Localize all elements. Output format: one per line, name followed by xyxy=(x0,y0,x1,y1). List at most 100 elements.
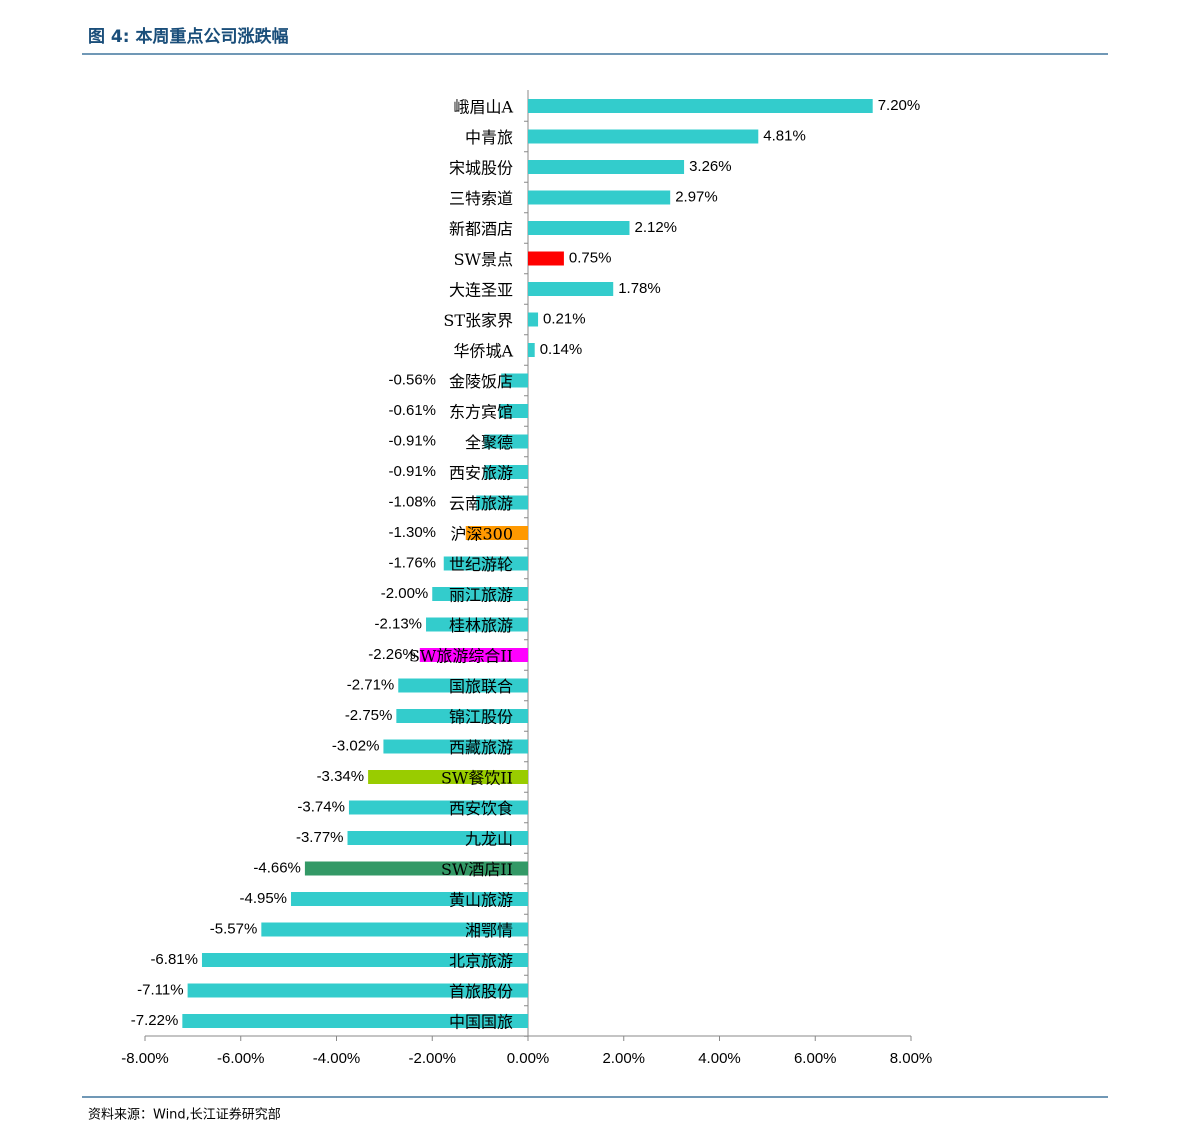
x-tick-label: 4.00% xyxy=(698,1050,741,1067)
category-label: 中青旅 xyxy=(465,128,513,147)
bar xyxy=(528,282,614,296)
bar xyxy=(368,770,528,784)
bar xyxy=(528,221,630,235)
bar xyxy=(501,373,528,388)
bar xyxy=(347,831,528,845)
x-tick-label: -4.00% xyxy=(313,1050,361,1067)
value-label: -3.74% xyxy=(297,798,345,815)
bar xyxy=(528,99,873,113)
category-label: 九龙山 xyxy=(465,830,513,849)
value-label: -1.30% xyxy=(388,524,436,541)
value-label: -0.61% xyxy=(388,402,436,419)
bar xyxy=(476,495,528,510)
category-label: 金陵饭店 xyxy=(449,372,513,391)
bar xyxy=(187,983,528,998)
category-label: 宋城股份 xyxy=(449,159,513,178)
labels: -8.00% -6.00% -4.00% -2.00% 0.00% 2.00% 4.00% 6… xyxy=(121,97,932,1067)
x-tick-label: 2.00% xyxy=(602,1050,645,1067)
value-label: -3.77% xyxy=(296,829,344,846)
value-label: 2.12% xyxy=(634,219,677,236)
x-tick-label: 0.00% xyxy=(507,1050,550,1067)
value-label: -7.11% xyxy=(137,981,183,998)
value-label: 1.78% xyxy=(618,280,661,297)
category-label: 黄山旅游 xyxy=(449,891,513,910)
bar xyxy=(484,465,528,479)
category-label: 大连圣亚 xyxy=(449,281,513,300)
value-label: -2.26% xyxy=(368,646,416,663)
category-label: SW旅游综合II xyxy=(409,647,513,666)
x-tick-label: -8.00% xyxy=(121,1050,169,1067)
category-label: 丽江旅游 xyxy=(449,586,513,605)
bar xyxy=(426,617,528,632)
value-label: -1.08% xyxy=(388,493,436,510)
value-label: -4.66% xyxy=(253,859,301,876)
source-note: 资料来源：Wind,长江证券研究部 xyxy=(88,1107,281,1123)
category-label: ST张家界 xyxy=(443,311,513,330)
category-label: 西安旅游 xyxy=(449,464,513,483)
category-label: 西安饮食 xyxy=(449,799,513,818)
value-label: 0.21% xyxy=(543,310,586,327)
value-label: 3.26% xyxy=(689,158,732,175)
bar xyxy=(182,1014,528,1028)
bar xyxy=(528,160,685,174)
category-label: 西藏旅游 xyxy=(449,738,513,757)
category-label: 桂林旅游 xyxy=(449,616,513,635)
x-tick-label: -2.00% xyxy=(408,1050,456,1067)
category-label: 云南旅游 xyxy=(449,494,513,513)
value-label: -4.95% xyxy=(239,890,287,907)
x-tick-label: -6.00% xyxy=(217,1050,265,1067)
category-label: 中国国旅 xyxy=(449,1013,513,1032)
bar xyxy=(419,648,528,662)
bar xyxy=(528,129,759,144)
value-label: -2.75% xyxy=(345,707,393,724)
category-label: SW酒店II xyxy=(441,860,513,879)
value-label: -3.02% xyxy=(332,737,380,754)
value-label: -6.81% xyxy=(150,951,198,968)
bar xyxy=(528,343,535,357)
value-label: 7.20% xyxy=(878,97,921,114)
category-label: SW景点 xyxy=(454,250,513,269)
category-label: 华侨城A xyxy=(453,342,513,361)
bar xyxy=(261,922,528,937)
value-label: -7.22% xyxy=(131,1012,179,1029)
bar xyxy=(432,587,528,601)
value-label: -2.71% xyxy=(347,676,395,693)
bar xyxy=(484,434,528,449)
category-label: 东方宾馆 xyxy=(449,403,513,422)
bar xyxy=(201,953,528,967)
category-label: 湘鄂情 xyxy=(465,921,513,940)
value-label: 4.81% xyxy=(763,127,806,144)
category-label: 沪深300 xyxy=(450,525,513,544)
category-label: 新都酒店 xyxy=(449,220,513,239)
value-label: -0.56% xyxy=(388,371,436,388)
value-label: 2.97% xyxy=(675,188,718,205)
bar xyxy=(528,251,564,266)
bar xyxy=(304,861,528,876)
category-label: 峨眉山A xyxy=(453,98,513,117)
bar xyxy=(383,739,528,754)
category-label: 三特索道 xyxy=(449,189,513,208)
bar xyxy=(398,678,528,693)
category-label: SW餐饮II xyxy=(441,769,513,788)
value-label: -1.76% xyxy=(388,554,436,571)
value-label: 0.75% xyxy=(569,249,612,266)
x-tick-label: 6.00% xyxy=(794,1050,837,1067)
value-label: -3.34% xyxy=(317,768,365,785)
value-label: 0.14% xyxy=(540,341,583,358)
bar xyxy=(528,312,539,327)
category-label: 锦江股份 xyxy=(449,708,513,727)
category-label: 世纪游轮 xyxy=(449,555,513,574)
category-label: 首旅股份 xyxy=(449,982,513,1001)
value-label: -0.91% xyxy=(388,463,436,480)
bar xyxy=(291,892,528,906)
bar xyxy=(396,709,528,723)
bars xyxy=(144,90,912,1041)
bar xyxy=(528,190,671,205)
bar xyxy=(443,556,528,571)
category-label: 北京旅游 xyxy=(449,952,513,971)
x-tick-label: 8.00% xyxy=(890,1050,933,1067)
bar xyxy=(498,404,528,418)
bar xyxy=(348,800,528,815)
value-label: -2.00% xyxy=(381,585,429,602)
